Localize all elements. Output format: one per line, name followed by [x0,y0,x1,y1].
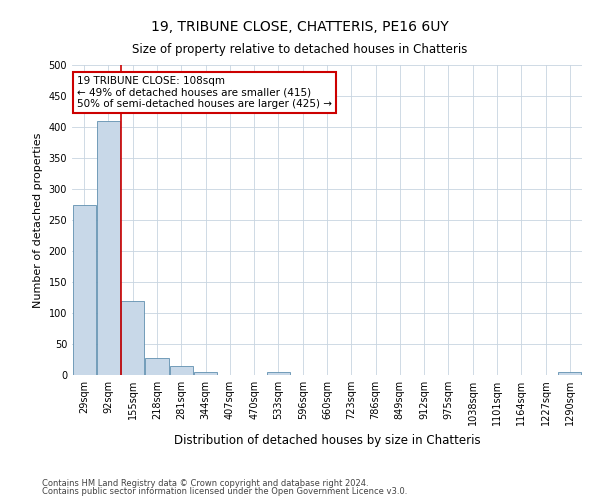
Text: Contains public sector information licensed under the Open Government Licence v3: Contains public sector information licen… [42,487,407,496]
Bar [121,300,144,375]
Text: 19, TRIBUNE CLOSE, CHATTERIS, PE16 6UY: 19, TRIBUNE CLOSE, CHATTERIS, PE16 6UY [151,20,449,34]
Bar [170,366,193,375]
Bar [559,372,581,375]
Text: Size of property relative to detached houses in Chatteris: Size of property relative to detached ho… [133,42,467,56]
Bar [73,204,95,375]
Y-axis label: Number of detached properties: Number of detached properties [33,132,43,308]
Bar [267,372,290,375]
Text: 19 TRIBUNE CLOSE: 108sqm
← 49% of detached houses are smaller (415)
50% of semi-: 19 TRIBUNE CLOSE: 108sqm ← 49% of detach… [77,76,332,109]
Bar [145,358,169,375]
X-axis label: Distribution of detached houses by size in Chatteris: Distribution of detached houses by size … [173,434,481,447]
Bar [194,372,217,375]
Bar [97,121,120,375]
Text: Contains HM Land Registry data © Crown copyright and database right 2024.: Contains HM Land Registry data © Crown c… [42,478,368,488]
